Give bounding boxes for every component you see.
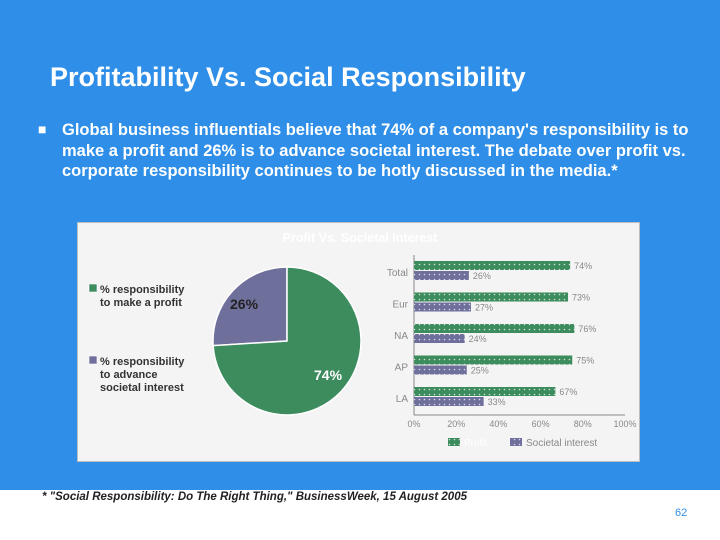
pie-label-societal: 26% (230, 296, 259, 312)
bar-value-label: 74% (574, 261, 592, 271)
bar-value-label: 33% (488, 397, 506, 407)
bar-profit (414, 261, 571, 270)
footnote: * "Social Responsibility: Do The Right T… (42, 491, 467, 503)
bar-value-label: 27% (475, 303, 493, 313)
bar-category-label: Eur (392, 300, 408, 311)
bar-chart-title: Profit Vs. Societal Interest (283, 231, 439, 245)
slide-title: Profitability Vs. Social Responsibility (50, 62, 526, 92)
pie-legend-label-societal: societal interest (100, 382, 184, 394)
bar-x-tick-label: 60% (532, 419, 550, 429)
page-number: 62 (675, 507, 688, 519)
bar-value-label: 24% (469, 334, 487, 344)
bar-x-tick-label: 0% (407, 419, 420, 429)
bar-societal (414, 334, 465, 343)
bar-legend-label-profit: Profit (464, 438, 488, 449)
pie-slice-profit (212, 266, 362, 416)
bar-legend-swatch-societal (510, 438, 522, 446)
bar-value-label: 75% (576, 356, 594, 366)
bar-profit (414, 355, 573, 365)
bullet-text: Global business influentials believe tha… (62, 121, 689, 180)
pie-label-profit: 74% (314, 367, 343, 383)
bar-value-label: 76% (578, 324, 596, 334)
bar-legend-swatch-profit (448, 438, 460, 446)
bar-societal (414, 271, 469, 280)
bar-value-label: 25% (471, 366, 489, 376)
pie-legend-label-profit: % responsibility (100, 284, 185, 296)
chart-panel: 26% 74%% responsibility to make a profit% … (77, 222, 640, 462)
pie-legend-swatch-societal (88, 355, 98, 365)
bar-x-tick-label: 40% (489, 419, 507, 429)
bar-societal (414, 365, 467, 375)
bar-value-label: 26% (473, 271, 491, 281)
bar-profit (414, 387, 556, 396)
bar-value-label: 67% (559, 387, 577, 397)
pie-legend-swatch-profit (88, 283, 98, 293)
footer-strip (0, 490, 720, 540)
bar-societal (414, 397, 484, 406)
pie-slice-societal (212, 266, 288, 347)
bar-profit (414, 324, 575, 333)
bar-x-tick-label: 100% (613, 419, 636, 429)
pie-legend-label-profit: to make a profit (100, 297, 182, 309)
pie-legend-label-societal: to advance (100, 369, 157, 381)
square-bullet-icon: ■ (38, 121, 47, 137)
bar-profit (414, 292, 569, 302)
bar-category-label: AP (395, 363, 409, 374)
bar-societal (414, 302, 471, 312)
bar-x-tick-label: 20% (447, 419, 465, 429)
pie-legend-label-societal: % responsibility (100, 356, 185, 368)
bar-category-label: LA (396, 394, 409, 405)
bar-x-tick-label: 80% (574, 419, 592, 429)
bar-category-label: NA (394, 331, 408, 342)
bar-category-label: Total (387, 268, 408, 279)
bar-value-label: 73% (572, 293, 590, 303)
bar-legend-label-societal: Societal interest (526, 438, 597, 449)
